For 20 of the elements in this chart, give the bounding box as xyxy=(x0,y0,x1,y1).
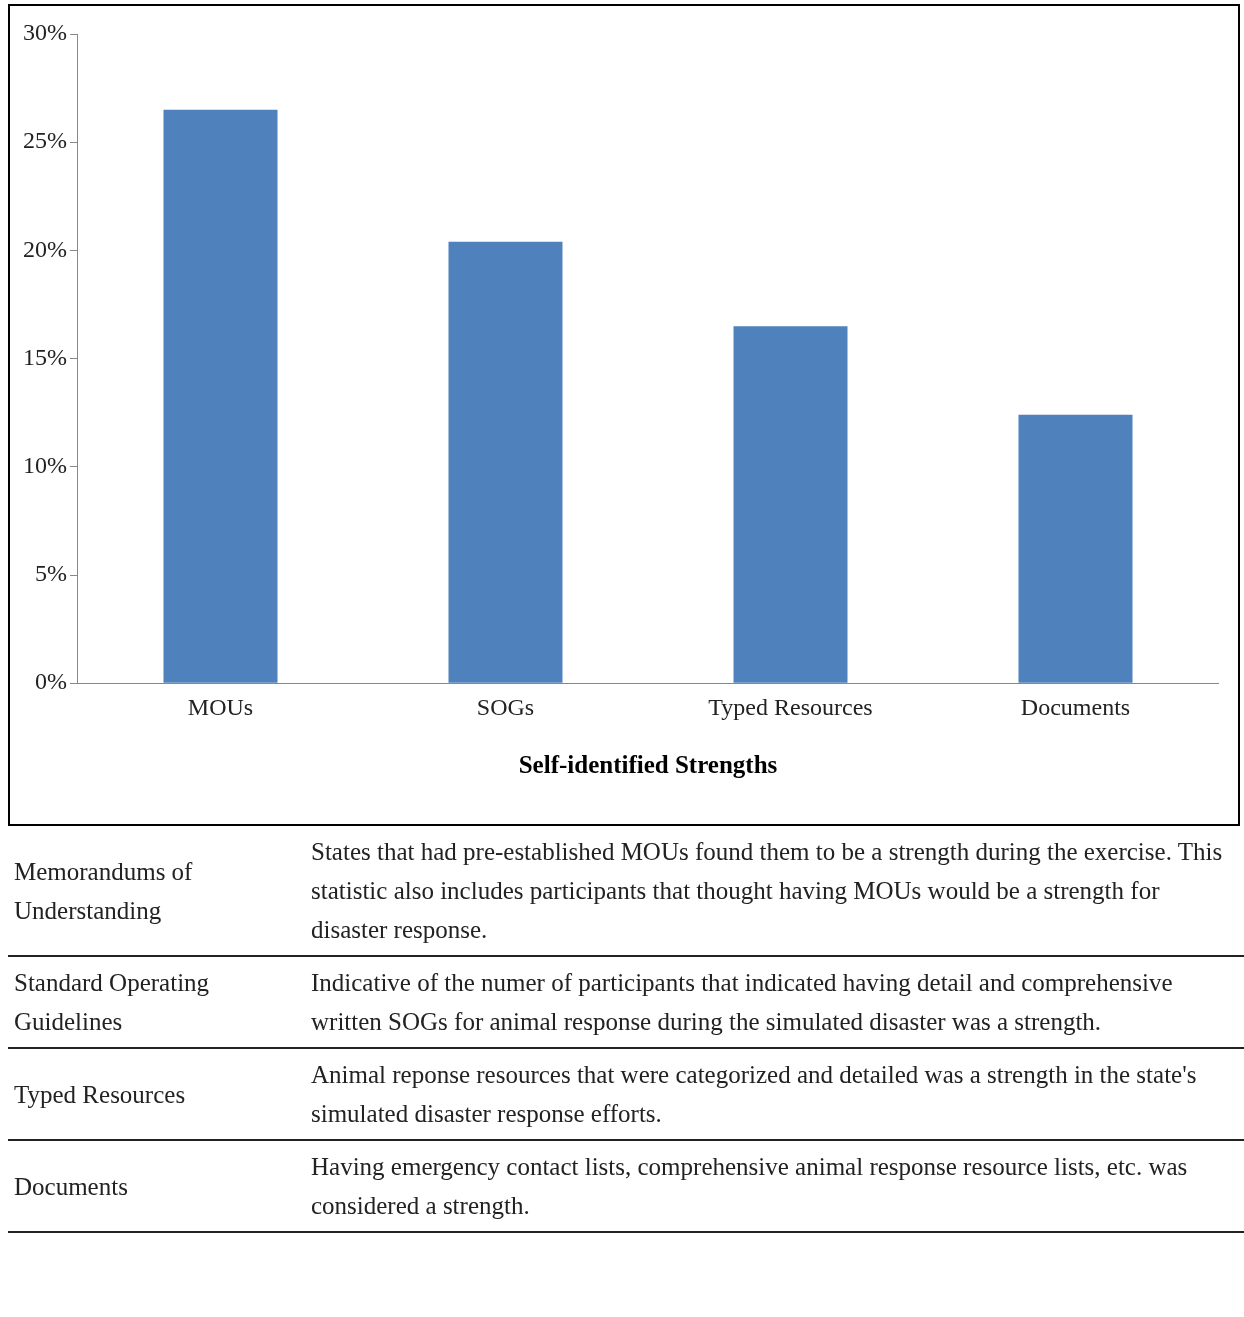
x-tick-label: Typed Resources xyxy=(708,693,873,720)
text: Indicative of the numer of participants that indicated having detail and comprehensive written SOGs for animal response during the simulated disaster was a strength. xyxy=(305,956,1244,1048)
x-axis-title: Self-identified Strengths xyxy=(518,751,778,779)
text: States that had pre-established MOUs found them to be a strength during the exercise. This statistic also includes participants that thought having MOUs would be a strength for disaster response. xyxy=(305,826,1244,956)
x-tick-label: Documents xyxy=(1020,693,1131,720)
text: Having emergency contact lists, comprehensive animal response resource lists, etc. was considered a strength. xyxy=(305,1140,1244,1232)
text: Standard Operating Guidelines xyxy=(8,956,305,1048)
x-tick-label: MOUs xyxy=(187,693,254,720)
y-tick-label: 0% xyxy=(34,668,67,695)
text: Animal reponse resources that were categorized and detailed was a strength in the state's simulated disaster response efforts. xyxy=(305,1048,1244,1140)
x-tick-label: SOGs xyxy=(476,693,535,720)
y-tick-label: 30% xyxy=(22,19,67,46)
text: Documents xyxy=(8,1140,305,1232)
y-tick-label: 20% xyxy=(22,235,67,262)
text: Typed Resources xyxy=(8,1048,305,1140)
text: Memorandums of Understanding xyxy=(8,826,305,956)
y-tick-label: 5% xyxy=(34,560,67,587)
y-tick-label: 25% xyxy=(22,127,67,154)
y-tick-label: 10% xyxy=(22,452,67,479)
y-tick-label: 15% xyxy=(22,343,67,370)
